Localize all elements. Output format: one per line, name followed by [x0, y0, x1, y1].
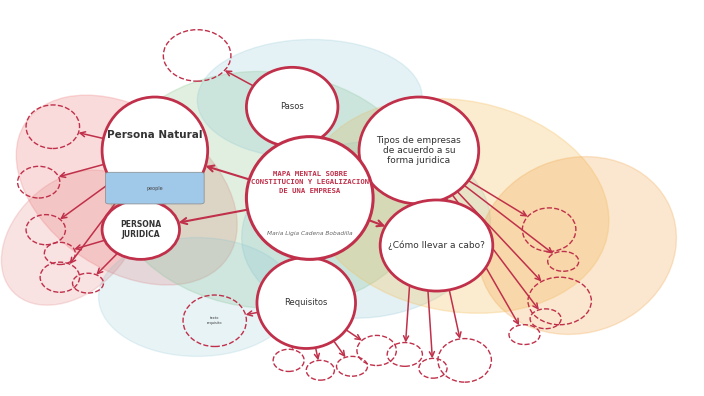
Ellipse shape — [197, 40, 422, 158]
Text: MAPA MENTAL SOBRE
CONSTITUCION Y LEGALIZACION
DE UNA EMPRESA: MAPA MENTAL SOBRE CONSTITUCION Y LEGALIZ… — [251, 171, 369, 194]
Ellipse shape — [16, 95, 237, 285]
Ellipse shape — [380, 200, 493, 291]
Ellipse shape — [102, 200, 180, 259]
Ellipse shape — [108, 71, 427, 309]
Text: texto
requisito: texto requisito — [207, 316, 222, 325]
Text: Persona Natural: Persona Natural — [107, 129, 203, 140]
Text: Requisitos: Requisitos — [284, 299, 328, 307]
Ellipse shape — [241, 141, 491, 318]
Ellipse shape — [246, 137, 373, 259]
Text: PERSONA
JURIDICA: PERSONA JURIDICA — [120, 220, 161, 239]
Ellipse shape — [359, 97, 479, 204]
Ellipse shape — [478, 157, 677, 334]
FancyBboxPatch shape — [106, 172, 204, 204]
Ellipse shape — [246, 67, 338, 147]
Ellipse shape — [306, 99, 609, 313]
Text: Maria Ligia Cadena Bobadilla: Maria Ligia Cadena Bobadilla — [267, 231, 353, 236]
Ellipse shape — [257, 257, 356, 348]
Ellipse shape — [1, 170, 139, 305]
Text: people: people — [146, 186, 163, 190]
Ellipse shape — [102, 97, 208, 204]
Text: ¿Cómo llevar a cabo?: ¿Cómo llevar a cabo? — [388, 241, 485, 250]
Ellipse shape — [99, 238, 296, 356]
Text: Tipos de empresas
de acuerdo a su
forma juridica: Tipos de empresas de acuerdo a su forma … — [377, 135, 461, 166]
Text: Pasos: Pasos — [280, 103, 304, 111]
